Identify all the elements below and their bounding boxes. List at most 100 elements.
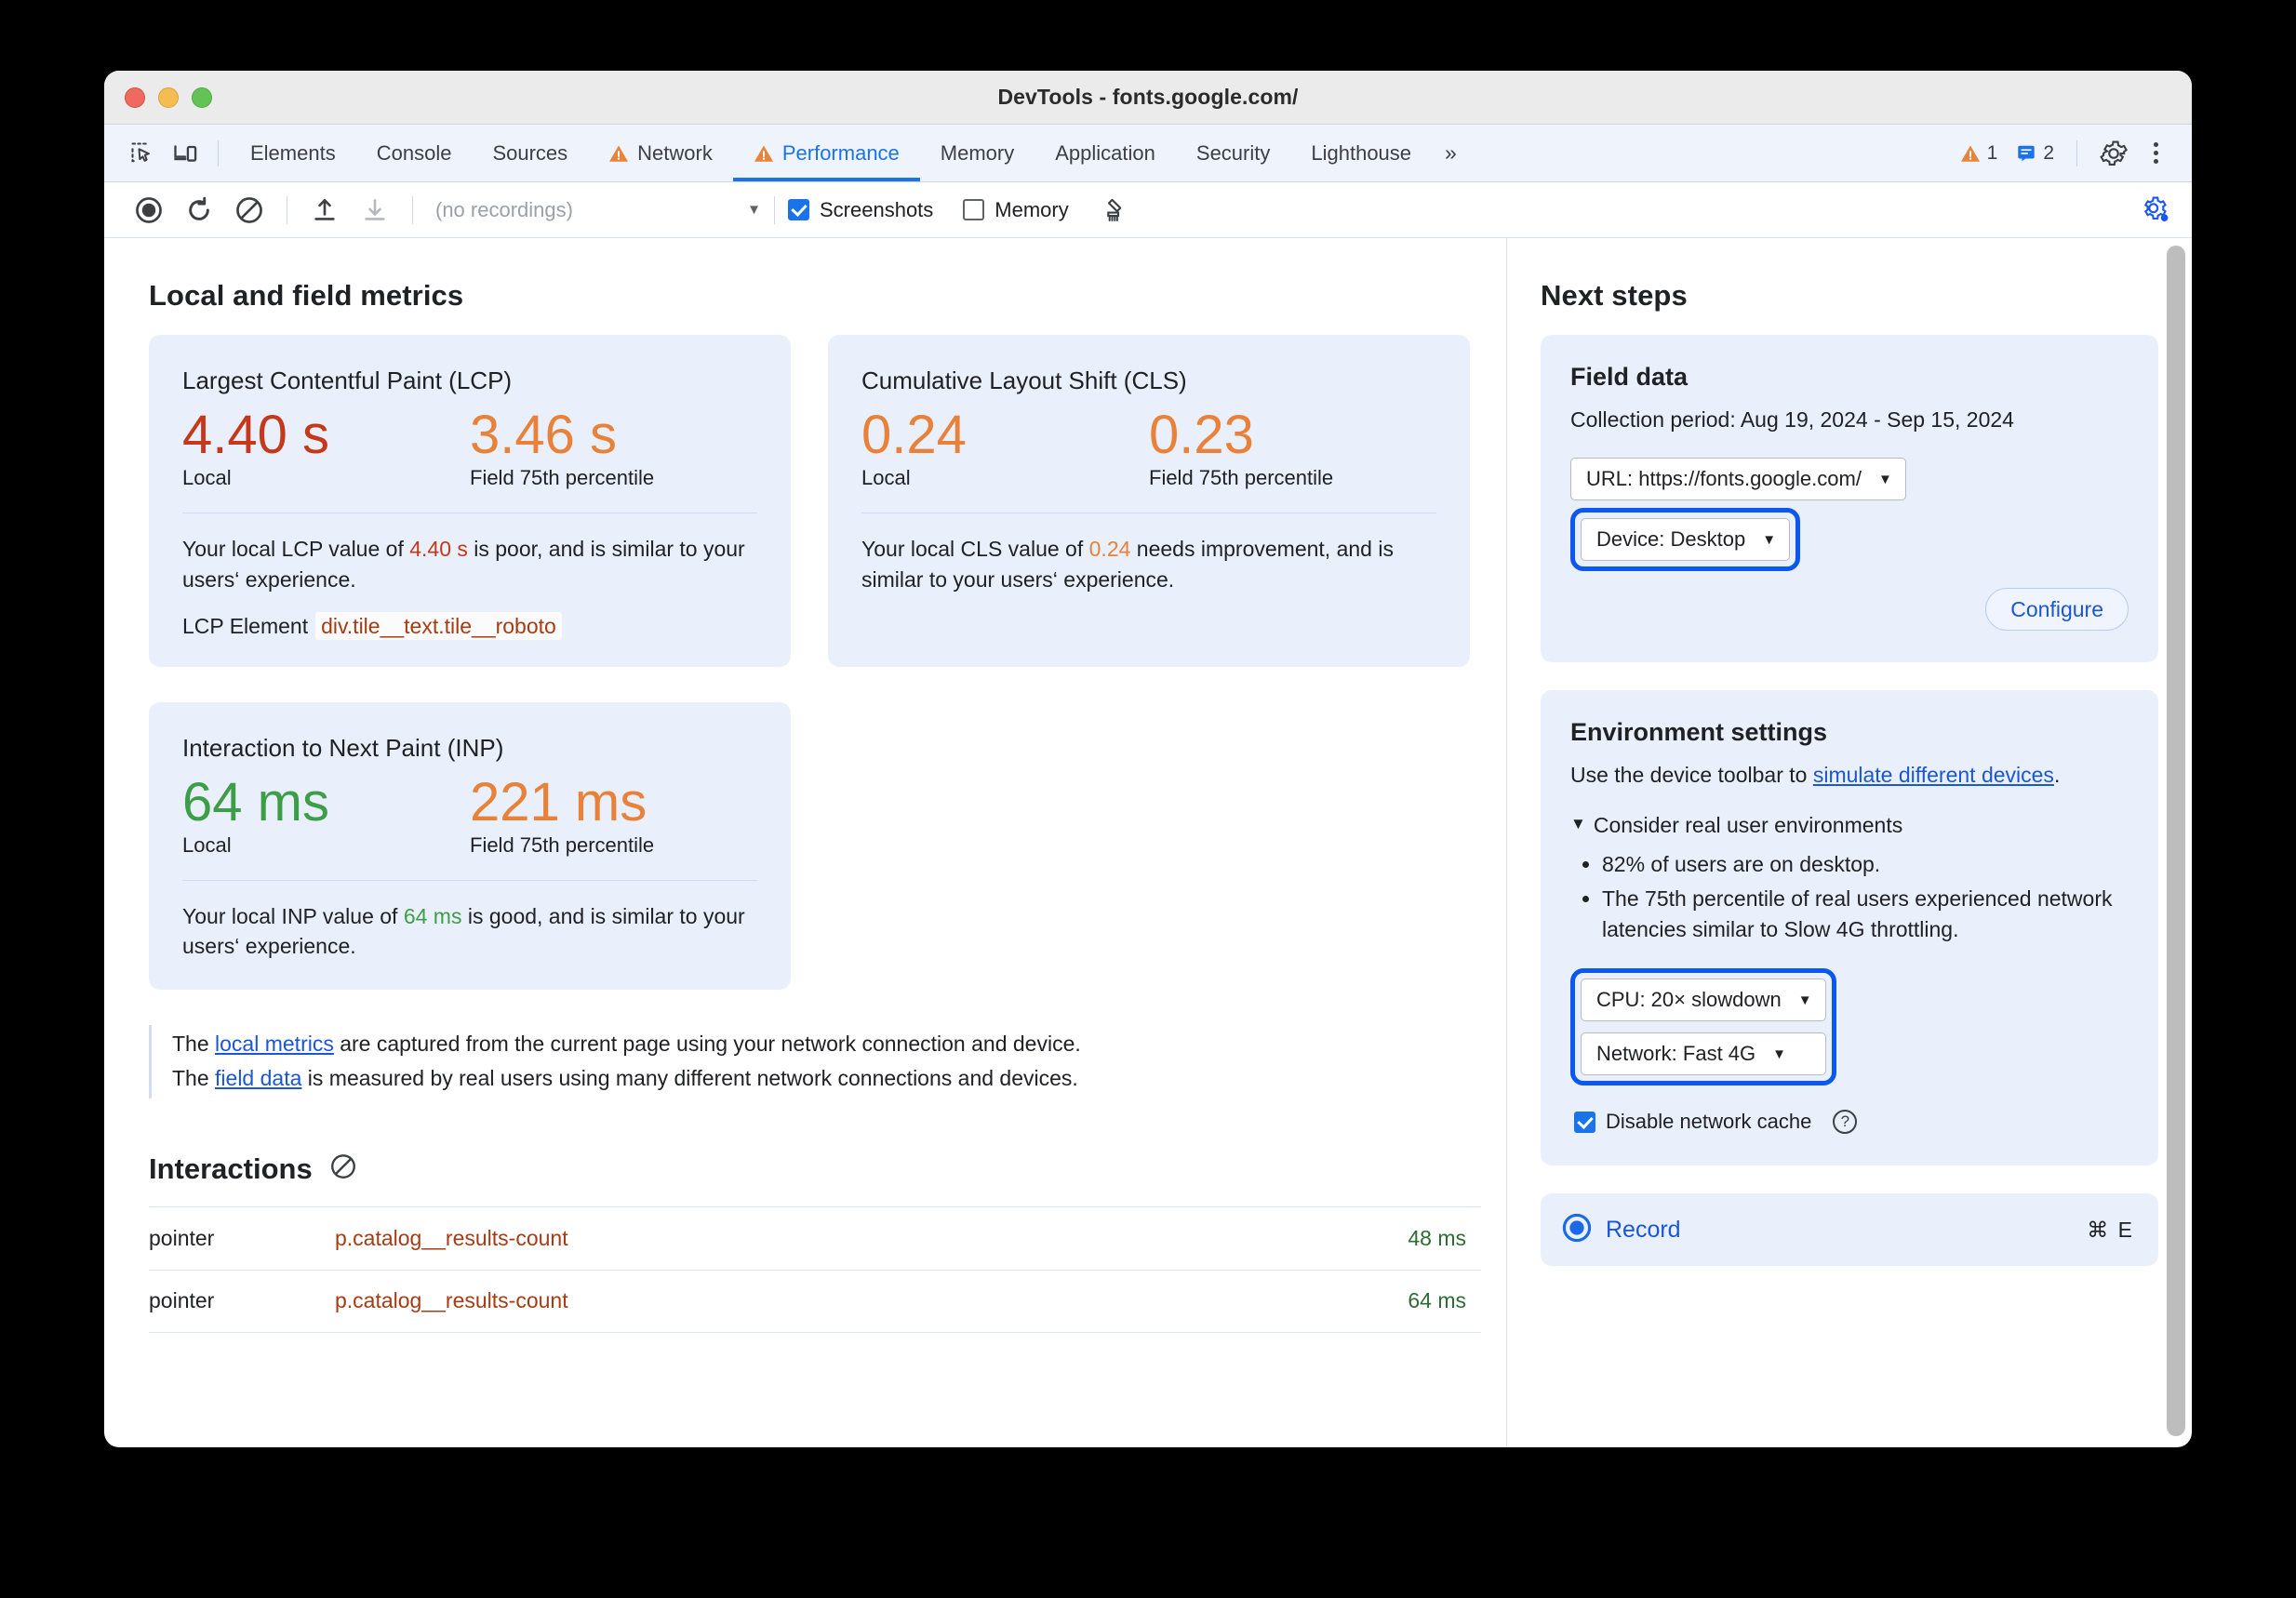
field-data-controls: URL: https://fonts.google.com/ ▼ Device:… — [1570, 458, 2129, 572]
lcp-element-value[interactable]: div.tile__text.tile__roboto — [315, 611, 562, 640]
warning-icon — [1960, 144, 1980, 162]
metric-field-value: 3.46 s — [470, 405, 617, 465]
close-window-button[interactable] — [125, 87, 145, 108]
load-profile-icon[interactable] — [300, 189, 349, 232]
reload-and-record-icon[interactable] — [175, 189, 223, 232]
chevron-down-icon: ▼ — [747, 202, 761, 218]
metric-field-value: 0.23 — [1149, 405, 1254, 465]
table-row[interactable]: pointer p.catalog__results-count 64 ms — [149, 1269, 1481, 1333]
error-count-badge[interactable]: 1 — [1953, 142, 2006, 165]
metric-field-label: Field 75th percentile — [1149, 466, 1334, 490]
metric-description: Your local INP value of 64 ms is good, a… — [182, 901, 757, 962]
capture-settings-icon[interactable] — [2140, 195, 2179, 225]
metrics-note: The local metrics are captured from the … — [149, 1025, 1451, 1099]
toolbar-divider — [774, 195, 775, 224]
metric-field: 221 ms Field 75th percentile — [470, 768, 757, 858]
environment-settings-panel: Environment settings Use the device tool… — [1541, 690, 2158, 1166]
interactions-table: pointer p.catalog__results-count 48 ms p… — [149, 1205, 1481, 1333]
record-toggle-icon[interactable] — [125, 189, 173, 232]
note-line-2: The field data is measured by real users… — [172, 1061, 1451, 1096]
maximize-window-button[interactable] — [192, 87, 212, 108]
tab-application[interactable]: Application — [1035, 125, 1176, 181]
tab-security[interactable]: Security — [1176, 125, 1290, 181]
vertical-scrollbar[interactable] — [2167, 246, 2185, 1436]
screenshots-checkbox[interactable]: Screenshots — [788, 198, 933, 222]
tab-console[interactable]: Console — [356, 125, 473, 181]
disable-cache-label: Disable network cache — [1606, 1110, 1812, 1134]
performance-toolbar: (no recordings) ▼ Screenshots Memory — [104, 182, 2192, 238]
interactions-header: Interactions — [149, 1152, 1506, 1186]
settings-gear-icon[interactable] — [2092, 132, 2135, 175]
interaction-selector[interactable]: p.catalog__results-count — [335, 1288, 568, 1313]
consider-real-user-environments-toggle[interactable]: ▼ Consider real user environments — [1570, 813, 2129, 838]
real-user-environment-bullets: 82% of users are on desktop. The 75th pe… — [1602, 849, 2129, 944]
record-panel[interactable]: Record ⌘ E — [1541, 1193, 2158, 1267]
collect-garbage-icon[interactable] — [1091, 189, 1140, 232]
tab-label: Security — [1195, 140, 1271, 165]
metric-field: 3.46 s Field 75th percentile — [470, 401, 757, 490]
table-row[interactable]: pointer p.catalog__results-count 48 ms — [149, 1205, 1481, 1270]
metric-local-label: Local — [861, 466, 911, 490]
metric-local-value: 0.24 — [861, 405, 967, 465]
inspect-element-icon[interactable] — [121, 132, 164, 175]
metric-field-value: 221 ms — [470, 771, 647, 832]
tab-performance[interactable]: Performance — [732, 125, 920, 181]
save-profile-icon[interactable] — [351, 189, 399, 232]
help-icon[interactable]: ? — [1833, 1110, 1858, 1135]
metric-local-value: 4.40 s — [182, 405, 329, 465]
network-value: Network: Fast 4G — [1596, 1042, 1756, 1066]
tab-label: Network — [637, 140, 713, 165]
message-count-badge[interactable]: 2 — [2009, 142, 2062, 165]
device-dropdown[interactable]: Device: Desktop ▼ — [1581, 518, 1791, 562]
simulate-devices-link[interactable]: simulate different devices — [1812, 763, 2054, 788]
toolbar-divider — [412, 195, 413, 224]
interaction-selector[interactable]: p.catalog__results-count — [335, 1225, 568, 1250]
list-item: The 75th percentile of real users experi… — [1602, 884, 2129, 944]
tab-label: Sources — [492, 140, 568, 165]
metric-title: Interaction to Next Paint (INP) — [182, 733, 504, 762]
desc-post: needs improvement, and is similar to you… — [861, 537, 1394, 592]
record-label: Record — [1606, 1216, 1681, 1243]
clear-recording-icon[interactable] — [225, 189, 274, 232]
warning-icon — [609, 144, 629, 162]
memory-checkbox[interactable]: Memory — [963, 198, 1069, 222]
clear-interactions-icon[interactable] — [329, 1152, 357, 1185]
tab-label: Lighthouse — [1311, 140, 1412, 165]
tab-label: Elements — [250, 140, 336, 165]
configure-button[interactable]: Configure — [1985, 588, 2129, 632]
recordings-dropdown[interactable]: (no recordings) ▼ — [435, 198, 761, 222]
field-data-title: Field data — [1570, 363, 1689, 391]
page-title: Local and field metrics — [149, 279, 464, 312]
tab-network[interactable]: Network — [588, 125, 733, 181]
window-title: DevTools - fonts.google.com/ — [997, 85, 1299, 109]
device-toolbar-icon[interactable] — [164, 132, 207, 175]
triangle-down-icon: ▼ — [1570, 815, 1586, 833]
disable-network-cache-checkbox[interactable]: Disable network cache ? — [1574, 1110, 2129, 1135]
more-options-icon[interactable] — [2139, 142, 2173, 164]
desc-value: 0.24 — [1088, 537, 1131, 562]
more-tabs-icon[interactable]: » — [1445, 140, 1457, 165]
local-and-field-metrics-pane: Local and field metrics Largest Contentf… — [104, 238, 1507, 1447]
metric-local: 0.24 Local — [861, 401, 1149, 490]
list-item: 82% of users are on desktop. — [1602, 849, 2129, 880]
metric-local-label: Local — [182, 466, 232, 490]
message-icon — [2018, 145, 2036, 161]
tab-sources[interactable]: Sources — [472, 125, 588, 181]
tab-elements[interactable]: Elements — [230, 125, 356, 181]
chevron-down-icon: ▼ — [1797, 992, 1812, 1008]
field-data-link[interactable]: field data — [215, 1066, 302, 1091]
network-throttling-dropdown[interactable]: Network: Fast 4G ▼ — [1581, 1032, 1826, 1076]
note-pre: The — [172, 1032, 216, 1057]
tab-memory[interactable]: Memory — [920, 125, 1035, 181]
screenshots-label: Screenshots — [820, 197, 934, 221]
minimize-window-button[interactable] — [158, 87, 179, 108]
cpu-value: CPU: 20× slowdown — [1596, 988, 1782, 1012]
cpu-throttling-dropdown[interactable]: CPU: 20× slowdown ▼ — [1581, 979, 1826, 1022]
tab-label: Memory — [940, 140, 1015, 165]
interactions-title: Interactions — [149, 1152, 313, 1185]
local-metrics-link[interactable]: local metrics — [215, 1032, 334, 1057]
environment-intro: Use the device toolbar to simulate diffe… — [1570, 760, 2129, 791]
tab-lighthouse[interactable]: Lighthouse — [1290, 125, 1432, 181]
desc-pre: Your local INP value of — [182, 903, 404, 928]
url-dropdown[interactable]: URL: https://fonts.google.com/ ▼ — [1570, 458, 1906, 501]
